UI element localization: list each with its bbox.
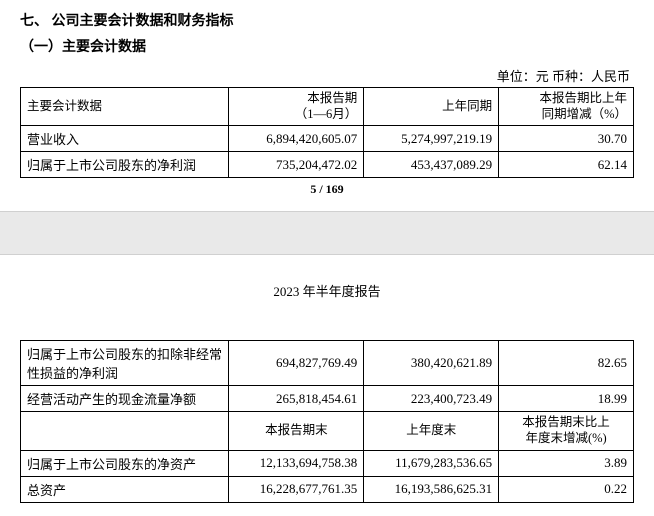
row-curr: 16,228,677,761.35 bbox=[229, 476, 364, 502]
col-header-prev: 上年同期 bbox=[364, 88, 499, 126]
bottom-section: 2023 年半年度报告 归属于上市公司股东的扣除非经常性损益的净利润 694,8… bbox=[0, 255, 654, 514]
col-header-current-l2: （1—6月） bbox=[235, 107, 357, 123]
row-prev: 16,193,586,625.31 bbox=[364, 476, 499, 502]
row-label: 经营活动产生的现金流量净额 bbox=[21, 386, 229, 412]
row-curr: 12,133,694,758.38 bbox=[229, 450, 364, 476]
col-header-year-end: 上年度末 bbox=[364, 412, 499, 450]
col-header-pct-l2: 同期增减（%） bbox=[505, 107, 627, 123]
table-row: 经营活动产生的现金流量净额 265,818,454.61 223,400,723… bbox=[21, 386, 634, 412]
col-header-current: 本报告期 （1—6月） bbox=[229, 88, 364, 126]
table-row: 归属于上市公司股东的扣除非经常性损益的净利润 694,827,769.49 38… bbox=[21, 341, 634, 386]
row-prev: 380,420,621.89 bbox=[364, 341, 499, 386]
top-section: 七、 公司主要会计数据和财务指标 （一）主要会计数据 单位：元 币种：人民币 主… bbox=[0, 0, 654, 211]
financial-table-bottom: 归属于上市公司股东的扣除非经常性损益的净利润 694,827,769.49 38… bbox=[20, 340, 634, 502]
table-subheader: 本报告期末 上年度末 本报告期末比上 年度末增减(%) bbox=[21, 412, 634, 450]
row-curr: 735,204,472.02 bbox=[229, 152, 364, 178]
row-curr: 6,894,420,605.07 bbox=[229, 126, 364, 152]
col-header-blank bbox=[21, 412, 229, 450]
section-heading: 七、 公司主要会计数据和财务指标 bbox=[20, 10, 634, 30]
col-header-pct2-l2: 年度末增减(%) bbox=[505, 431, 627, 447]
row-pct: 30.70 bbox=[499, 126, 634, 152]
row-pct: 0.22 bbox=[499, 476, 634, 502]
col-header-metric: 主要会计数据 bbox=[21, 88, 229, 126]
table-row: 归属于上市公司股东的净利润 735,204,472.02 453,437,089… bbox=[21, 152, 634, 178]
col-header-current-l1: 本报告期 bbox=[235, 91, 357, 107]
table-row: 归属于上市公司股东的净资产 12,133,694,758.38 11,679,2… bbox=[21, 450, 634, 476]
section-subheading: （一）主要会计数据 bbox=[20, 36, 634, 56]
row-label: 归属于上市公司股东的净利润 bbox=[21, 152, 229, 178]
row-label: 归属于上市公司股东的扣除非经常性损益的净利润 bbox=[21, 341, 229, 386]
col-header-period-end: 本报告期末 bbox=[229, 412, 364, 450]
row-prev: 223,400,723.49 bbox=[364, 386, 499, 412]
table-row: 总资产 16,228,677,761.35 16,193,586,625.31 … bbox=[21, 476, 634, 502]
row-pct: 82.65 bbox=[499, 341, 634, 386]
page-number: 5 / 169 bbox=[20, 178, 634, 203]
table-row: 营业收入 6,894,420,605.07 5,274,997,219.19 3… bbox=[21, 126, 634, 152]
financial-table-top: 主要会计数据 本报告期 （1—6月） 上年同期 本报告期比上年 同期增减（%） … bbox=[20, 87, 634, 178]
row-prev: 11,679,283,536.65 bbox=[364, 450, 499, 476]
row-curr: 694,827,769.49 bbox=[229, 341, 364, 386]
unit-line: 单位：元 币种：人民币 bbox=[20, 66, 634, 85]
row-label: 营业收入 bbox=[21, 126, 229, 152]
col-header-pct-l1: 本报告期比上年 bbox=[505, 91, 627, 107]
row-label: 总资产 bbox=[21, 476, 229, 502]
row-label: 归属于上市公司股东的净资产 bbox=[21, 450, 229, 476]
col-header-pct: 本报告期比上年 同期增减（%） bbox=[499, 88, 634, 126]
col-header-pct2-l1: 本报告期末比上 bbox=[505, 415, 627, 431]
row-pct: 18.99 bbox=[499, 386, 634, 412]
row-curr: 265,818,454.61 bbox=[229, 386, 364, 412]
page-gap bbox=[0, 211, 654, 255]
col-header-pct2: 本报告期末比上 年度末增减(%) bbox=[499, 412, 634, 450]
row-prev: 453,437,089.29 bbox=[364, 152, 499, 178]
row-pct: 62.14 bbox=[499, 152, 634, 178]
row-prev: 5,274,997,219.19 bbox=[364, 126, 499, 152]
report-title: 2023 年半年度报告 bbox=[20, 255, 634, 340]
row-pct: 3.89 bbox=[499, 450, 634, 476]
